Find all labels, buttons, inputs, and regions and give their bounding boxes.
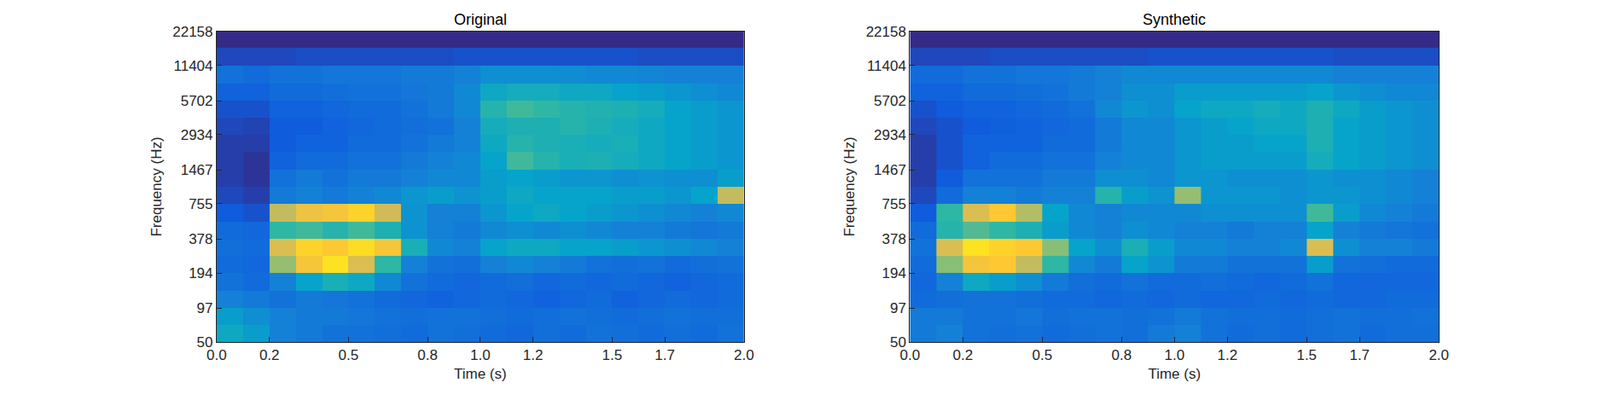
svg-text:0.2: 0.2 — [259, 347, 280, 364]
svg-text:0.0: 0.0 — [900, 347, 921, 364]
svg-text:0.5: 0.5 — [338, 347, 360, 364]
svg-text:1.2: 1.2 — [523, 347, 544, 364]
svg-text:755: 755 — [188, 196, 213, 213]
svg-text:2.0: 2.0 — [1428, 347, 1449, 364]
svg-text:1467: 1467 — [873, 162, 907, 179]
svg-text:378: 378 — [882, 231, 907, 248]
svg-text:11404: 11404 — [866, 58, 907, 75]
svg-text:97: 97 — [197, 300, 214, 317]
svg-text:5702: 5702 — [873, 93, 907, 110]
svg-text:22158: 22158 — [172, 23, 213, 41]
svg-text:1467: 1467 — [180, 162, 214, 179]
svg-text:Time (s): Time (s) — [1147, 366, 1201, 383]
svg-text:1.5: 1.5 — [1296, 347, 1317, 364]
svg-text:50: 50 — [197, 334, 214, 351]
svg-text:2934: 2934 — [873, 127, 907, 144]
svg-text:1.7: 1.7 — [1349, 347, 1370, 364]
svg-text:Synthetic: Synthetic — [1142, 11, 1206, 29]
svg-text:1.5: 1.5 — [602, 347, 623, 364]
svg-text:0.8: 0.8 — [417, 347, 438, 364]
svg-text:50: 50 — [890, 334, 907, 351]
svg-text:Time (s): Time (s) — [453, 366, 507, 383]
svg-text:0.5: 0.5 — [1031, 347, 1053, 364]
svg-text:1.0: 1.0 — [470, 347, 491, 364]
svg-text:Frequency (Hz): Frequency (Hz) — [841, 136, 858, 237]
svg-text:2934: 2934 — [180, 127, 214, 144]
svg-text:0.0: 0.0 — [206, 347, 227, 364]
svg-text:Original: Original — [453, 11, 507, 29]
svg-text:11404: 11404 — [174, 58, 214, 75]
svg-text:2.0: 2.0 — [733, 347, 755, 364]
svg-text:5702: 5702 — [180, 93, 214, 110]
svg-text:22158: 22158 — [866, 23, 907, 41]
svg-text:0.2: 0.2 — [952, 347, 973, 364]
svg-text:755: 755 — [882, 196, 907, 213]
svg-text:1.2: 1.2 — [1216, 347, 1238, 364]
svg-text:1.0: 1.0 — [1163, 347, 1185, 364]
svg-text:Frequency (Hz): Frequency (Hz) — [148, 136, 165, 237]
svg-text:97: 97 — [890, 300, 907, 317]
svg-text:378: 378 — [188, 231, 213, 248]
svg-text:194: 194 — [188, 265, 213, 282]
svg-text:0.8: 0.8 — [1111, 347, 1132, 364]
svg-text:1.7: 1.7 — [654, 347, 675, 364]
svg-text:194: 194 — [882, 265, 907, 282]
